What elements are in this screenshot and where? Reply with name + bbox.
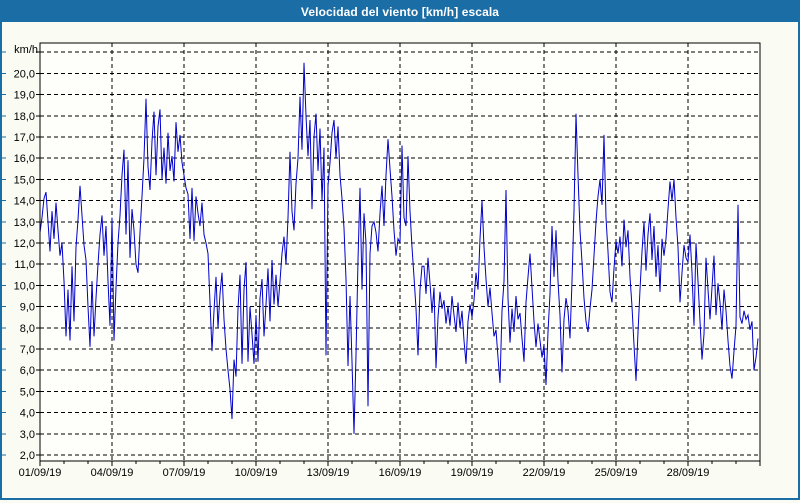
y-axis-label: 11,0 (14, 259, 35, 271)
y-axis-labels: 20,0 19,0 18,0 17,0 16,0 15,0 14,0 13,0 12,0 11,0… (14, 44, 38, 462)
x-axis-label: 07/09/19 (163, 467, 206, 479)
y-axis-label: 12,0 (14, 238, 35, 250)
wind-speed-series-line (39, 62, 759, 434)
y-axis-label: 20,0 (14, 68, 35, 80)
x-axis-label: 01/09/19 (19, 467, 62, 479)
y-axis-label: 8,0 (20, 323, 35, 335)
x-axis-labels: 01/09/19 04/09/19 07/09/19 10/09/19 13/09/19… (19, 467, 710, 479)
y-axis-label: 5,0 (20, 386, 35, 398)
x-axis-label: 19/09/19 (451, 467, 494, 479)
x-axis-label: 10/09/19 (235, 467, 278, 479)
y-axis-label: 19,0 (14, 90, 35, 102)
y-axis-label: 2,0 (20, 450, 35, 462)
y-axis-label: 10,0 (14, 280, 35, 292)
chart-region: 20,0 19,0 18,0 17,0 16,0 15,0 14,0 13,0 12,0 11,0… (2, 22, 798, 498)
km-h-unit-label: km/h (14, 44, 38, 56)
window-titlebar: Velocidad del viento [km/h] escala (2, 2, 798, 22)
y-axis-label: 6,0 (20, 365, 35, 377)
x-axis-label: 22/09/19 (523, 467, 566, 479)
x-axis-label: 04/09/19 (91, 467, 134, 479)
y-axis-label: 9,0 (20, 302, 35, 314)
x-axis-label: 25/09/19 (595, 467, 638, 479)
y-axis-label: 15,0 (14, 174, 35, 186)
y-axis-label: 14,0 (14, 196, 35, 208)
y-axis-label: 16,0 (14, 153, 35, 165)
y-axis-label: 13,0 (14, 217, 35, 229)
window-title: Velocidad del viento [km/h] escala (300, 5, 500, 19)
x-axis-label: 13/09/19 (307, 467, 350, 479)
y-axis-label: 17,0 (14, 132, 35, 144)
y-axis-label: 3,0 (20, 429, 35, 441)
plot-border (39, 42, 761, 462)
wind-speed-line-chart: 20,0 19,0 18,0 17,0 16,0 15,0 14,0 13,0 12,0 11,0… (2, 42, 761, 479)
y-axis-label: 18,0 (14, 111, 35, 123)
x-axis-label: 28/09/19 (667, 467, 710, 479)
axis-ticks (2, 51, 761, 466)
y-axis-label: 7,0 (20, 344, 35, 356)
y-axis-label: 4,0 (20, 408, 35, 420)
x-axis-label: 16/09/19 (379, 467, 422, 479)
